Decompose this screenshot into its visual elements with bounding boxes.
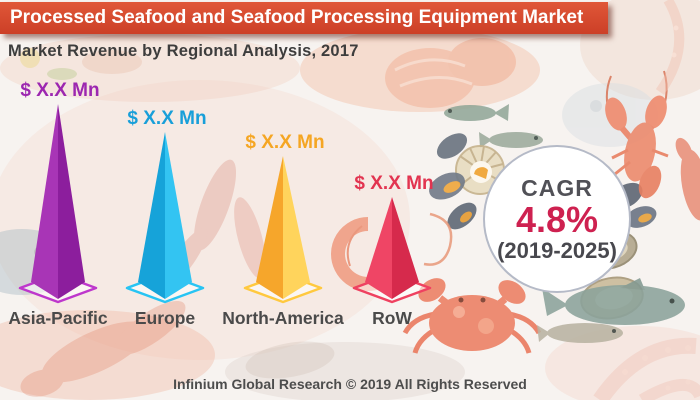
octopus-tentacle-illustration bbox=[593, 0, 700, 400]
cone-region-label: North-America bbox=[222, 308, 344, 328]
cone-face-left bbox=[31, 104, 58, 299]
cagr-value: 4.8% bbox=[515, 198, 599, 240]
cone-value-label: $ X.X Mn bbox=[127, 108, 206, 129]
cone-face-right bbox=[283, 156, 310, 299]
gray-fish-illustration bbox=[537, 278, 685, 343]
footer-copyright: Infinium Global Research © 2019 All Righ… bbox=[173, 376, 527, 392]
cagr-period: (2019-2025) bbox=[497, 238, 617, 264]
cone-region-label: Asia-Pacific bbox=[8, 308, 107, 328]
cone-face-left bbox=[138, 132, 165, 299]
chart-subtitle: Market Revenue by Regional Analysis, 201… bbox=[8, 42, 359, 60]
cone-face-right bbox=[165, 132, 192, 299]
cone-asia-pacific: $ X.X Mn Asia-Pacific bbox=[8, 80, 107, 328]
cone-value-label: $ X.X Mn bbox=[354, 173, 433, 194]
cone-row: $ X.X Mn RoW bbox=[352, 173, 434, 328]
cagr-label: CAGR bbox=[521, 174, 593, 201]
cone-region-label: RoW bbox=[372, 308, 412, 328]
cone-face-right bbox=[392, 197, 419, 299]
salmon-fillet-wash-illustration bbox=[385, 38, 516, 108]
lobster-wash-illustration bbox=[20, 300, 335, 397]
cone-value-label: $ X.X Mn bbox=[20, 80, 99, 101]
lobster-edge-illustration bbox=[675, 137, 700, 221]
lobster-illustration bbox=[605, 70, 669, 199]
sardine-fish-illustration bbox=[444, 104, 543, 148]
crab-illustration bbox=[402, 278, 542, 354]
cone-face-left bbox=[256, 156, 283, 299]
mussel-illustrations bbox=[429, 133, 477, 230]
cone-north-america: $ X.X Mn North-America bbox=[222, 132, 344, 328]
page-title: Processed Seafood and Seafood Processing… bbox=[10, 7, 584, 28]
cagr-badge: CAGR 4.8% (2019-2025) bbox=[483, 145, 631, 293]
cone-value-label: $ X.X Mn bbox=[245, 132, 324, 153]
cone-europe: $ X.X Mn Europe bbox=[125, 108, 207, 328]
cone-face-left bbox=[365, 197, 392, 299]
title-banner: Processed Seafood and Seafood Processing… bbox=[0, 2, 608, 34]
cone-region-label: Europe bbox=[135, 308, 196, 328]
cone-face-right bbox=[58, 104, 85, 299]
